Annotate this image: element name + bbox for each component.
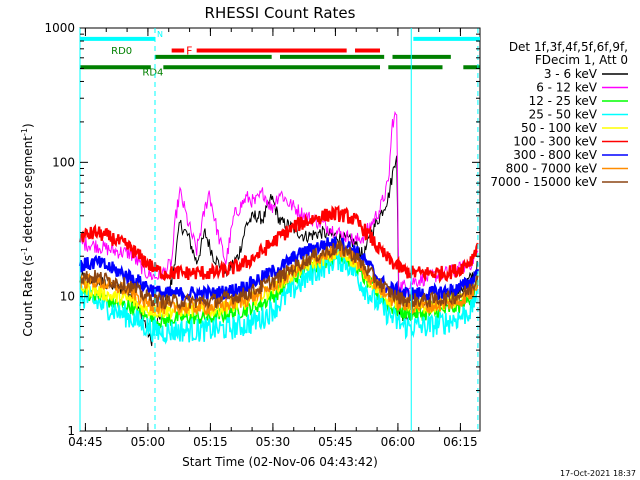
x-axis: 04:45 05:00 05:15 05:30 05:45 06:00 06:15 — [68, 28, 478, 449]
bar-label-rd0: RD0 — [111, 46, 132, 57]
y-axis: 1 10 100 1000 — [44, 21, 480, 438]
legend-label-7000-15000-kev: 7000 - 15000 keV — [490, 175, 597, 189]
series-line-7000-15000-kev — [79, 238, 479, 311]
series-line-100-300-kev — [78, 204, 479, 284]
x-tick-label-05-15: 05:15 — [193, 435, 228, 449]
legend-label-25-50-kev: 25 - 50 keV — [529, 108, 598, 122]
x-tick-label-05-30: 05:30 — [256, 435, 291, 449]
x-axis-label: Start Time (02-Nov-06 04:43:42) — [182, 455, 378, 469]
attenuator-state-bars: N F RD0 RD4 — [80, 30, 480, 78]
plot-area-frame — [79, 27, 481, 432]
x-tick-label-05-45: 05:45 — [318, 435, 353, 449]
legend-label-300-800-kev: 300 - 800 keV — [513, 148, 597, 162]
y-axis-label-main: Count Rate (s — [21, 255, 35, 337]
y-axis-label-sup2: -1 — [20, 128, 29, 136]
y-tick-label-1: 1 — [67, 424, 75, 438]
legend-label-12-25-kev: 12 - 25 keV — [529, 94, 598, 108]
y-axis-label-sup: -1 — [20, 247, 29, 255]
series-line-6-12-kev — [79, 110, 479, 294]
legend-label-800-7000-kev: 800 - 7000 keV — [506, 162, 598, 176]
y-tick-label-10: 10 — [60, 290, 75, 304]
legend-label-50-100-kev: 50 - 100 keV — [521, 121, 598, 135]
legend-label-3-6-kev: 3 - 6 keV — [544, 67, 598, 81]
legend-header-line-2: FDecim 1, Att 0 — [535, 53, 628, 67]
series-layer — [78, 110, 479, 347]
y-axis-label: Count Rate (s-1 detector segment-1) — [20, 123, 35, 336]
legend-label-100-300-kev: 100 - 300 keV — [513, 135, 597, 149]
y-tick-label-100: 100 — [52, 155, 75, 169]
legend-header-line-1: Det 1f,3f,4f,5f,6f,9f, — [509, 40, 628, 54]
time-interval-lines — [79, 28, 479, 431]
series-line-25-50-kev — [79, 247, 479, 345]
state-bar-label-f: F — [186, 44, 192, 57]
x-tick-label-04-45: 04:45 — [68, 435, 103, 449]
x-tick-label-06-15: 06:15 — [443, 435, 478, 449]
y-axis-label-close: ) — [21, 123, 35, 128]
state-bar-label-n: N — [157, 30, 163, 39]
y-tick-label-1000: 1000 — [44, 21, 75, 35]
x-tick-label-05-00: 05:00 — [131, 435, 166, 449]
legend: Det 1f,3f,4f,5f,6f,9f, FDecim 1, Att 0 3… — [490, 40, 628, 189]
chart-title: RHESSI Count Rates — [205, 4, 356, 22]
legend-label-6-12-kev: 6 - 12 keV — [536, 81, 598, 95]
x-tick-label-06-00: 06:00 — [381, 435, 416, 449]
bar-label-rd4: RD4 — [142, 67, 163, 78]
y-axis-label-tail: detector segment — [21, 136, 35, 247]
footer-timestamp: 17-Oct-2021 18:37 — [560, 469, 636, 478]
